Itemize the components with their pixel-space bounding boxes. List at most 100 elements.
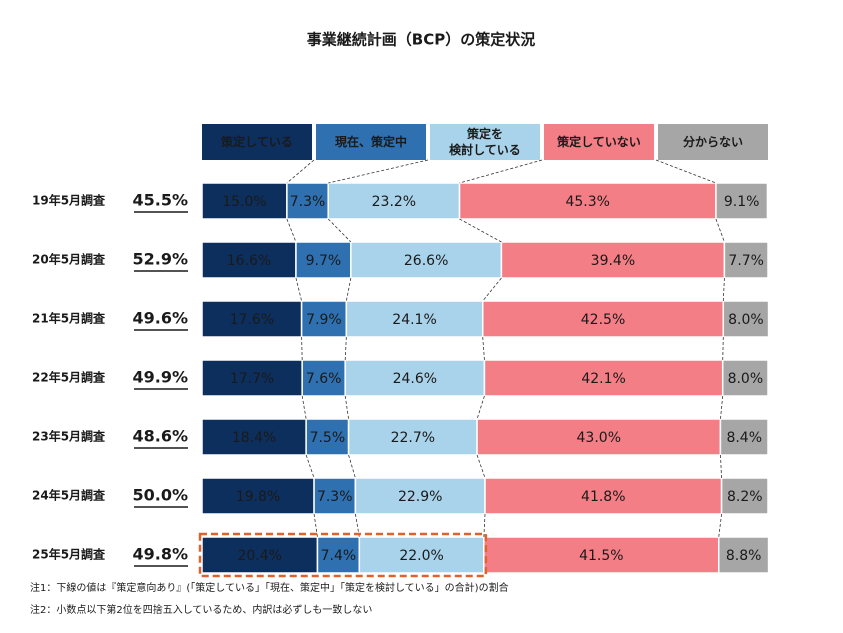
value-label: 7.3% [317,489,353,505]
bar-segment [286,182,329,220]
total-label: 49.9% [132,368,188,387]
bar-segment [500,241,726,279]
bar-segment [354,477,486,515]
connector [476,395,485,420]
connector [313,513,318,538]
connector [286,159,315,184]
connector [715,218,725,243]
bar-segment [721,359,769,397]
value-label: 15.0% [222,194,266,210]
legend-label: 策定を検討している [449,126,521,157]
bar-segment [458,182,717,220]
connector [344,395,349,420]
value-label: 7.3% [290,194,326,210]
total-label: 52.9% [132,250,188,269]
connector [301,395,307,420]
value-label: 16.6% [227,253,271,269]
legend-swatch [544,124,654,160]
value-label: 8.2% [727,489,763,505]
total-label: 45.5% [132,191,188,210]
connector [345,277,352,302]
value-label: 17.6% [230,312,274,328]
value-label: 42.5% [581,312,625,328]
bar-segment [301,359,346,397]
bar-segment [201,477,315,515]
value-label: 9.1% [724,194,760,210]
value-label: 20.4% [237,548,281,564]
connector [722,277,725,302]
connector [718,513,722,538]
connector [482,277,502,302]
connector [720,454,722,479]
bar-segment [718,536,770,574]
footnote: 注1：下線の値は『策定意向あり』(「策定している」「現在、策定中」「策定を検討し… [30,581,509,594]
total-label: 50.0% [132,486,188,505]
value-label: 23.2% [372,194,416,210]
footnote: 注2：小数点以下第2位を四捨五入しているため、内訳は必ずしも一致しない [30,603,372,616]
legend-swatch [658,124,768,160]
connector [295,277,303,302]
chart-title: 事業継続計画（BCP）の策定状況 [307,31,535,49]
bar-segment [483,536,720,574]
connector [720,395,724,420]
value-label: 24.6% [393,371,437,387]
connector [344,336,347,361]
value-label: 22.9% [398,489,442,505]
bar-segment [481,300,725,338]
bar-segment [350,241,503,279]
value-label: 7.6% [306,371,342,387]
connector [301,336,303,361]
row-label: 25年5月調査 [32,547,106,562]
legend-swatch [316,124,426,160]
value-label: 7.7% [728,253,764,269]
value-label: 26.6% [404,253,448,269]
value-label: 18.4% [232,430,276,446]
bar-segment [484,477,723,515]
connector [459,159,543,184]
value-label: 41.5% [579,548,623,564]
row-label: 19年5月調査 [32,193,106,208]
connector [354,513,360,538]
legend-swatch [430,124,540,160]
bar-segment [719,418,769,456]
bar-segment [201,359,303,397]
connector [722,336,724,361]
value-label: 43.0% [577,430,621,446]
bar-segment [720,477,769,515]
bar-segment [723,241,769,279]
legend-label: 策定している [221,134,293,149]
connector [482,336,485,361]
bar-segment [201,241,297,279]
bar-segment [483,359,724,397]
bar-segment [715,182,769,220]
bar-segment [201,536,319,574]
value-label: 22.7% [391,430,435,446]
value-label: 45.3% [565,194,609,210]
connector [655,159,717,184]
row-label: 21年5月調査 [32,311,106,326]
connector [327,218,352,243]
connector [286,218,297,243]
value-label: 7.9% [306,312,342,328]
connector [459,218,502,243]
value-label: 17.7% [230,371,274,387]
legend-label: 現在、策定中 [335,134,407,149]
value-label: 41.8% [581,489,625,505]
row-label: 23年5月調査 [32,429,106,444]
bar-segment [327,182,461,220]
bar-segment [344,359,486,397]
connector [348,454,356,479]
value-label: 7.5% [310,430,346,446]
bar-segment [347,418,478,456]
bar-segment [722,300,770,338]
value-label: 39.4% [591,253,635,269]
value-label: 7.4% [321,548,357,564]
bar-segment [295,241,352,279]
value-label: 24.1% [392,312,436,328]
connector [328,159,429,184]
value-label: 8.0% [728,312,764,328]
bar-segment [305,418,350,456]
value-label: 19.8% [236,489,280,505]
bar-segment [358,536,485,574]
connector [483,513,486,538]
